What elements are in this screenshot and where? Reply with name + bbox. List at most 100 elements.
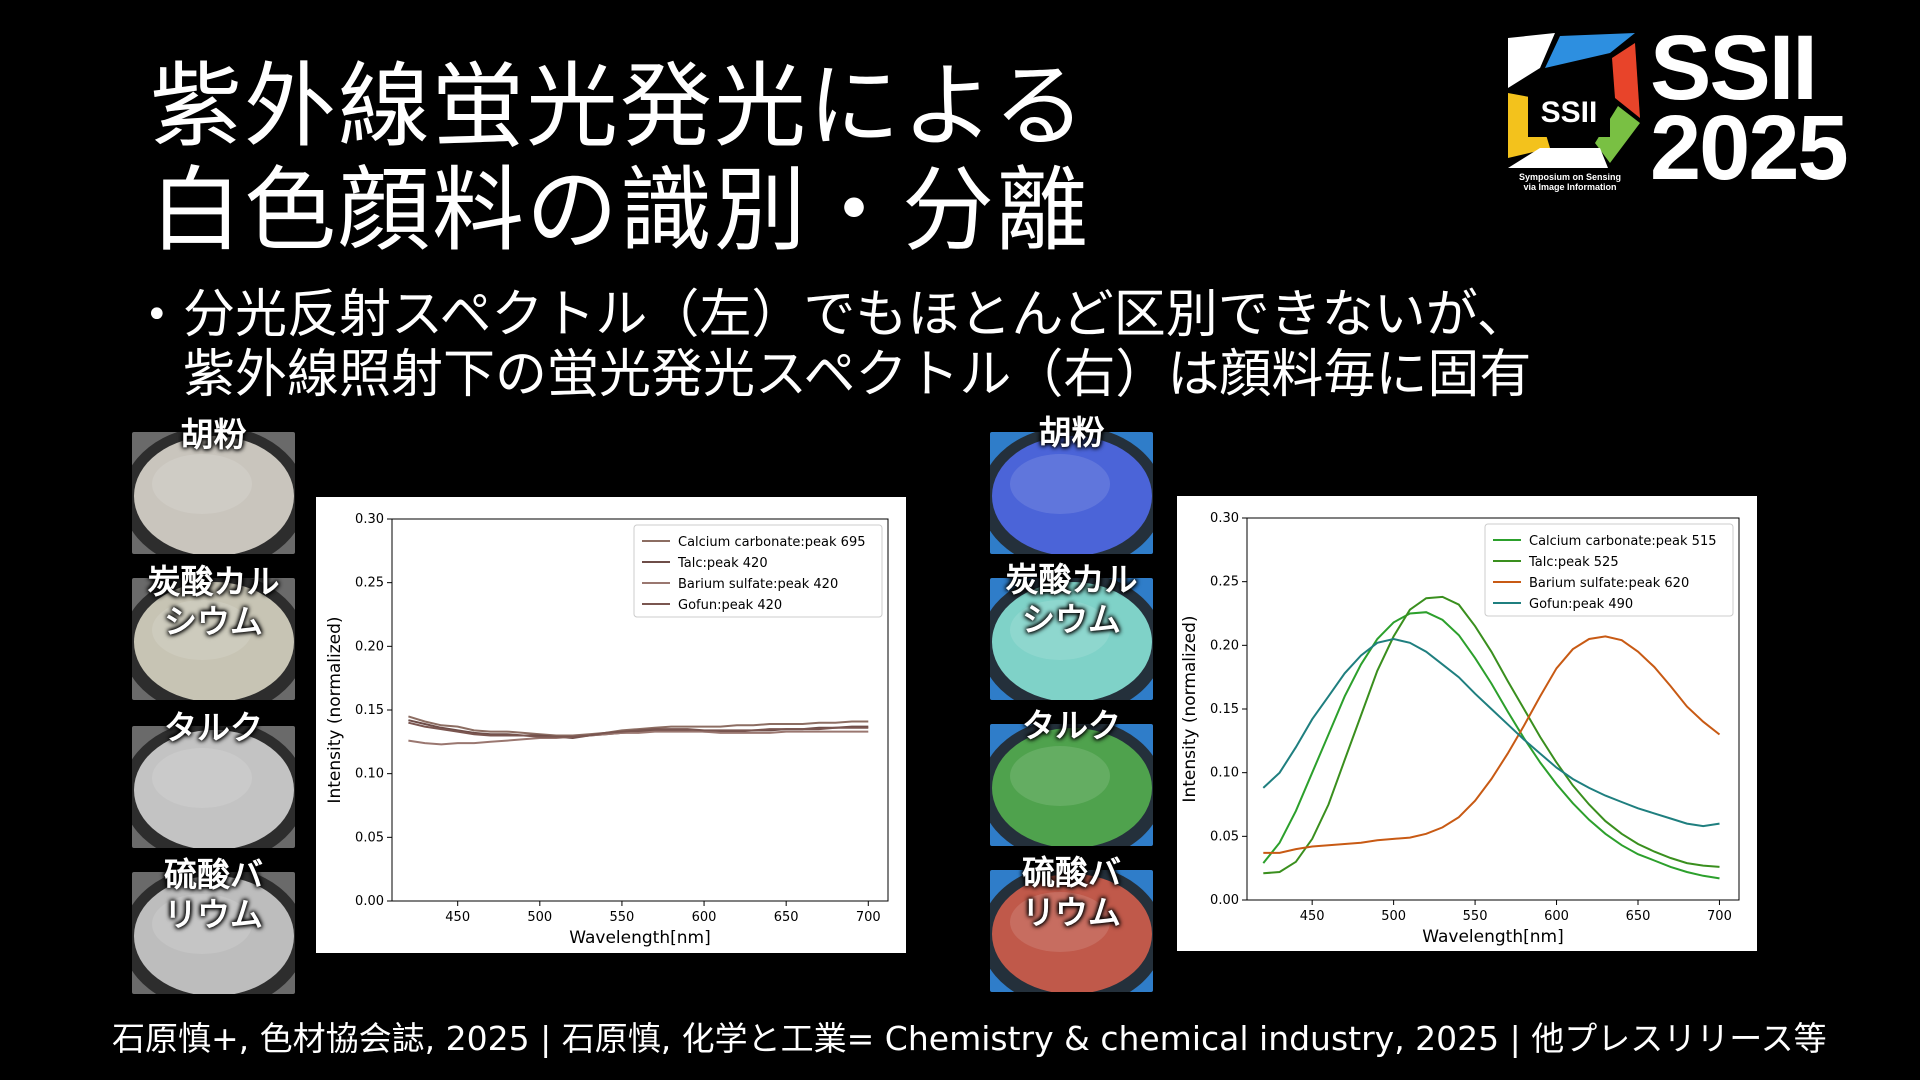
y-tick-label: 0.00	[355, 894, 384, 909]
bullet-icon: •	[145, 292, 169, 338]
x-tick-label: 550	[610, 910, 635, 925]
right-sample-image-calcium-carbonate	[990, 578, 1153, 700]
left-sample-image-gofun	[132, 432, 295, 554]
right-sample-image-barium-sulfate	[990, 870, 1153, 992]
y-tick-label: 0.20	[355, 639, 384, 654]
x-tick-label: 550	[1463, 909, 1488, 924]
x-tick-label: 650	[1626, 909, 1651, 924]
x-axis-label: Wavelength[nm]	[569, 928, 710, 948]
powder-dish-icon	[132, 578, 295, 700]
y-axis-label: Intensity (normalized)	[325, 616, 345, 803]
powder-dish-icon	[990, 724, 1153, 846]
right-sample-label: 炭酸カル シウム	[990, 560, 1153, 640]
right-label-talc: タルク	[1022, 706, 1121, 745]
legend-entry: Barium sulfate:peak 420	[678, 577, 838, 592]
legend-entry: Calcium carbonate:peak 515	[1529, 534, 1716, 549]
title-line-1: 紫外線蛍光発光による	[150, 53, 1088, 160]
y-tick-label: 0.15	[1210, 702, 1239, 717]
fluorescence-spectrum-chart: 450 500 550 600 650 700 0.00 0.05 0.10 0.15 0.20 0.…	[1177, 496, 1757, 951]
left-sample-label: 炭酸カル シウム	[132, 562, 295, 642]
y-tick-label: 0.00	[1210, 893, 1239, 908]
y-axis-label: Intensity (normalized)	[1180, 615, 1200, 802]
y-tick-label: 0.10	[1210, 766, 1239, 781]
title-line-2: 白色顔料の識別・分離	[150, 157, 1091, 264]
x-tick-label: 700	[856, 910, 881, 925]
left-label-calcium-1: 炭酸カル	[147, 562, 280, 601]
citation-footer: 石原慎+, 色材協会誌, 2025 | 石原慎, 化学と工業= Chemistr…	[112, 1019, 1827, 1058]
y-tick-label: 0.30	[1210, 511, 1239, 526]
slide-title: 紫外線蛍光発光による 白色顔料の識別・分離	[150, 55, 1090, 263]
left-sample-label: 硫酸バ リウム	[132, 855, 295, 935]
bullet-line-2: 紫外線照射下の蛍光発光スペクトル（右）は顔料毎に固有	[183, 345, 1532, 405]
x-tick-label: 600	[692, 910, 717, 925]
left-sample-image-talc	[132, 726, 295, 848]
y-tick-label: 0.20	[1210, 638, 1239, 653]
powder-dish-icon	[990, 870, 1153, 992]
series-line	[1262, 637, 1720, 828]
legend-box	[1484, 523, 1734, 617]
reflectance-spectrum-chart: 450 500 550 600 650 700 0.00 0.05 0.10 0.15 0.20 0.…	[316, 497, 906, 953]
legend-entry: Talc:peak 525	[1528, 555, 1619, 570]
right-label-calcium-2: シウム	[1022, 600, 1121, 639]
left-sample-image-calcium-carbonate	[132, 578, 295, 700]
right-sample-label: タルク	[990, 706, 1153, 746]
powder-dish-icon	[990, 432, 1153, 554]
right-label-barium-2: リウム	[1022, 893, 1121, 932]
series-line	[1262, 611, 1720, 880]
powder-dish-icon	[132, 872, 295, 994]
series-line	[408, 730, 869, 746]
bullet-line-1: 分光反射スペクトル（左）でもほとんど区別できないが、	[183, 285, 1529, 345]
left-label-talc: タルク	[164, 708, 263, 747]
x-axis-label: Wavelength[nm]	[1422, 927, 1563, 947]
ssii-logo: SSII Symposium on Sensing via Image Info…	[1500, 17, 1900, 198]
x-tick-label: 450	[445, 910, 470, 925]
right-label-barium-1: 硫酸バ	[1022, 853, 1121, 892]
legend-entry: Gofun:peak 490	[1529, 597, 1633, 612]
y-tick-label: 0.05	[355, 830, 384, 845]
legend-entry: Gofun:peak 420	[678, 598, 782, 613]
series-line	[1263, 635, 1721, 854]
x-tick-label: 650	[774, 910, 799, 925]
right-label-calcium-1: 炭酸カル	[1005, 560, 1138, 599]
left-sample-label: タルク	[132, 708, 295, 748]
x-tick-label: 500	[1381, 909, 1406, 924]
powder-dish-icon	[132, 726, 295, 848]
logo-wordmark: SSII 2025	[1650, 17, 1849, 194]
x-tick-label: 700	[1707, 909, 1732, 924]
right-sample-label: 硫酸バ リウム	[990, 853, 1153, 933]
y-tick-label: 0.15	[355, 703, 384, 718]
y-tick-label: 0.25	[1210, 575, 1239, 590]
legend-entry: Calcium carbonate:peak 695	[678, 535, 865, 550]
y-tick-label: 0.05	[1210, 829, 1239, 844]
ssii-logo-mark-icon: SSII Symposium on Sensing via Image Info…	[1508, 33, 1640, 192]
series-line	[408, 715, 869, 737]
legend-box	[633, 524, 883, 618]
left-label-gofun: 胡粉	[180, 415, 247, 454]
logo-line-1: SSII	[1650, 17, 1818, 119]
series-line	[1263, 595, 1720, 875]
right-label-gofun: 胡粉	[1038, 413, 1105, 452]
y-tick-label: 0.30	[355, 512, 384, 527]
logo-caption-2: via Image Information	[1523, 182, 1616, 192]
x-tick-label: 600	[1544, 909, 1569, 924]
right-sample-image-talc	[990, 724, 1153, 846]
x-tick-label: 450	[1300, 909, 1325, 924]
powder-dish-icon	[132, 432, 295, 554]
legend-entry: Barium sulfate:peak 620	[1529, 576, 1689, 591]
reflectance-chart-svg: 450 500 550 600 650 700 0.00 0.05 0.10 0.15 0.20 0.…	[325, 512, 889, 948]
powder-dish-icon	[990, 578, 1153, 700]
left-label-barium-2: リウム	[164, 895, 263, 934]
series-line	[408, 721, 869, 738]
left-sample-label: 胡粉	[132, 415, 295, 455]
right-sample-label: 胡粉	[990, 413, 1153, 453]
logo-mark-text: SSII	[1541, 96, 1598, 129]
left-label-barium-1: 硫酸バ	[164, 855, 263, 894]
y-tick-label: 0.25	[355, 576, 384, 591]
x-tick-label: 500	[527, 910, 552, 925]
fluorescence-chart-svg: 450 500 550 600 650 700 0.00 0.05 0.10 0.15 0.20 0.…	[1180, 511, 1740, 947]
legend-entry: Talc:peak 420	[677, 556, 768, 571]
left-label-calcium-2: シウム	[164, 602, 263, 641]
right-sample-image-gofun	[990, 432, 1153, 554]
y-tick-label: 0.10	[355, 767, 384, 782]
logo-caption-1: Symposium on Sensing	[1519, 172, 1621, 182]
